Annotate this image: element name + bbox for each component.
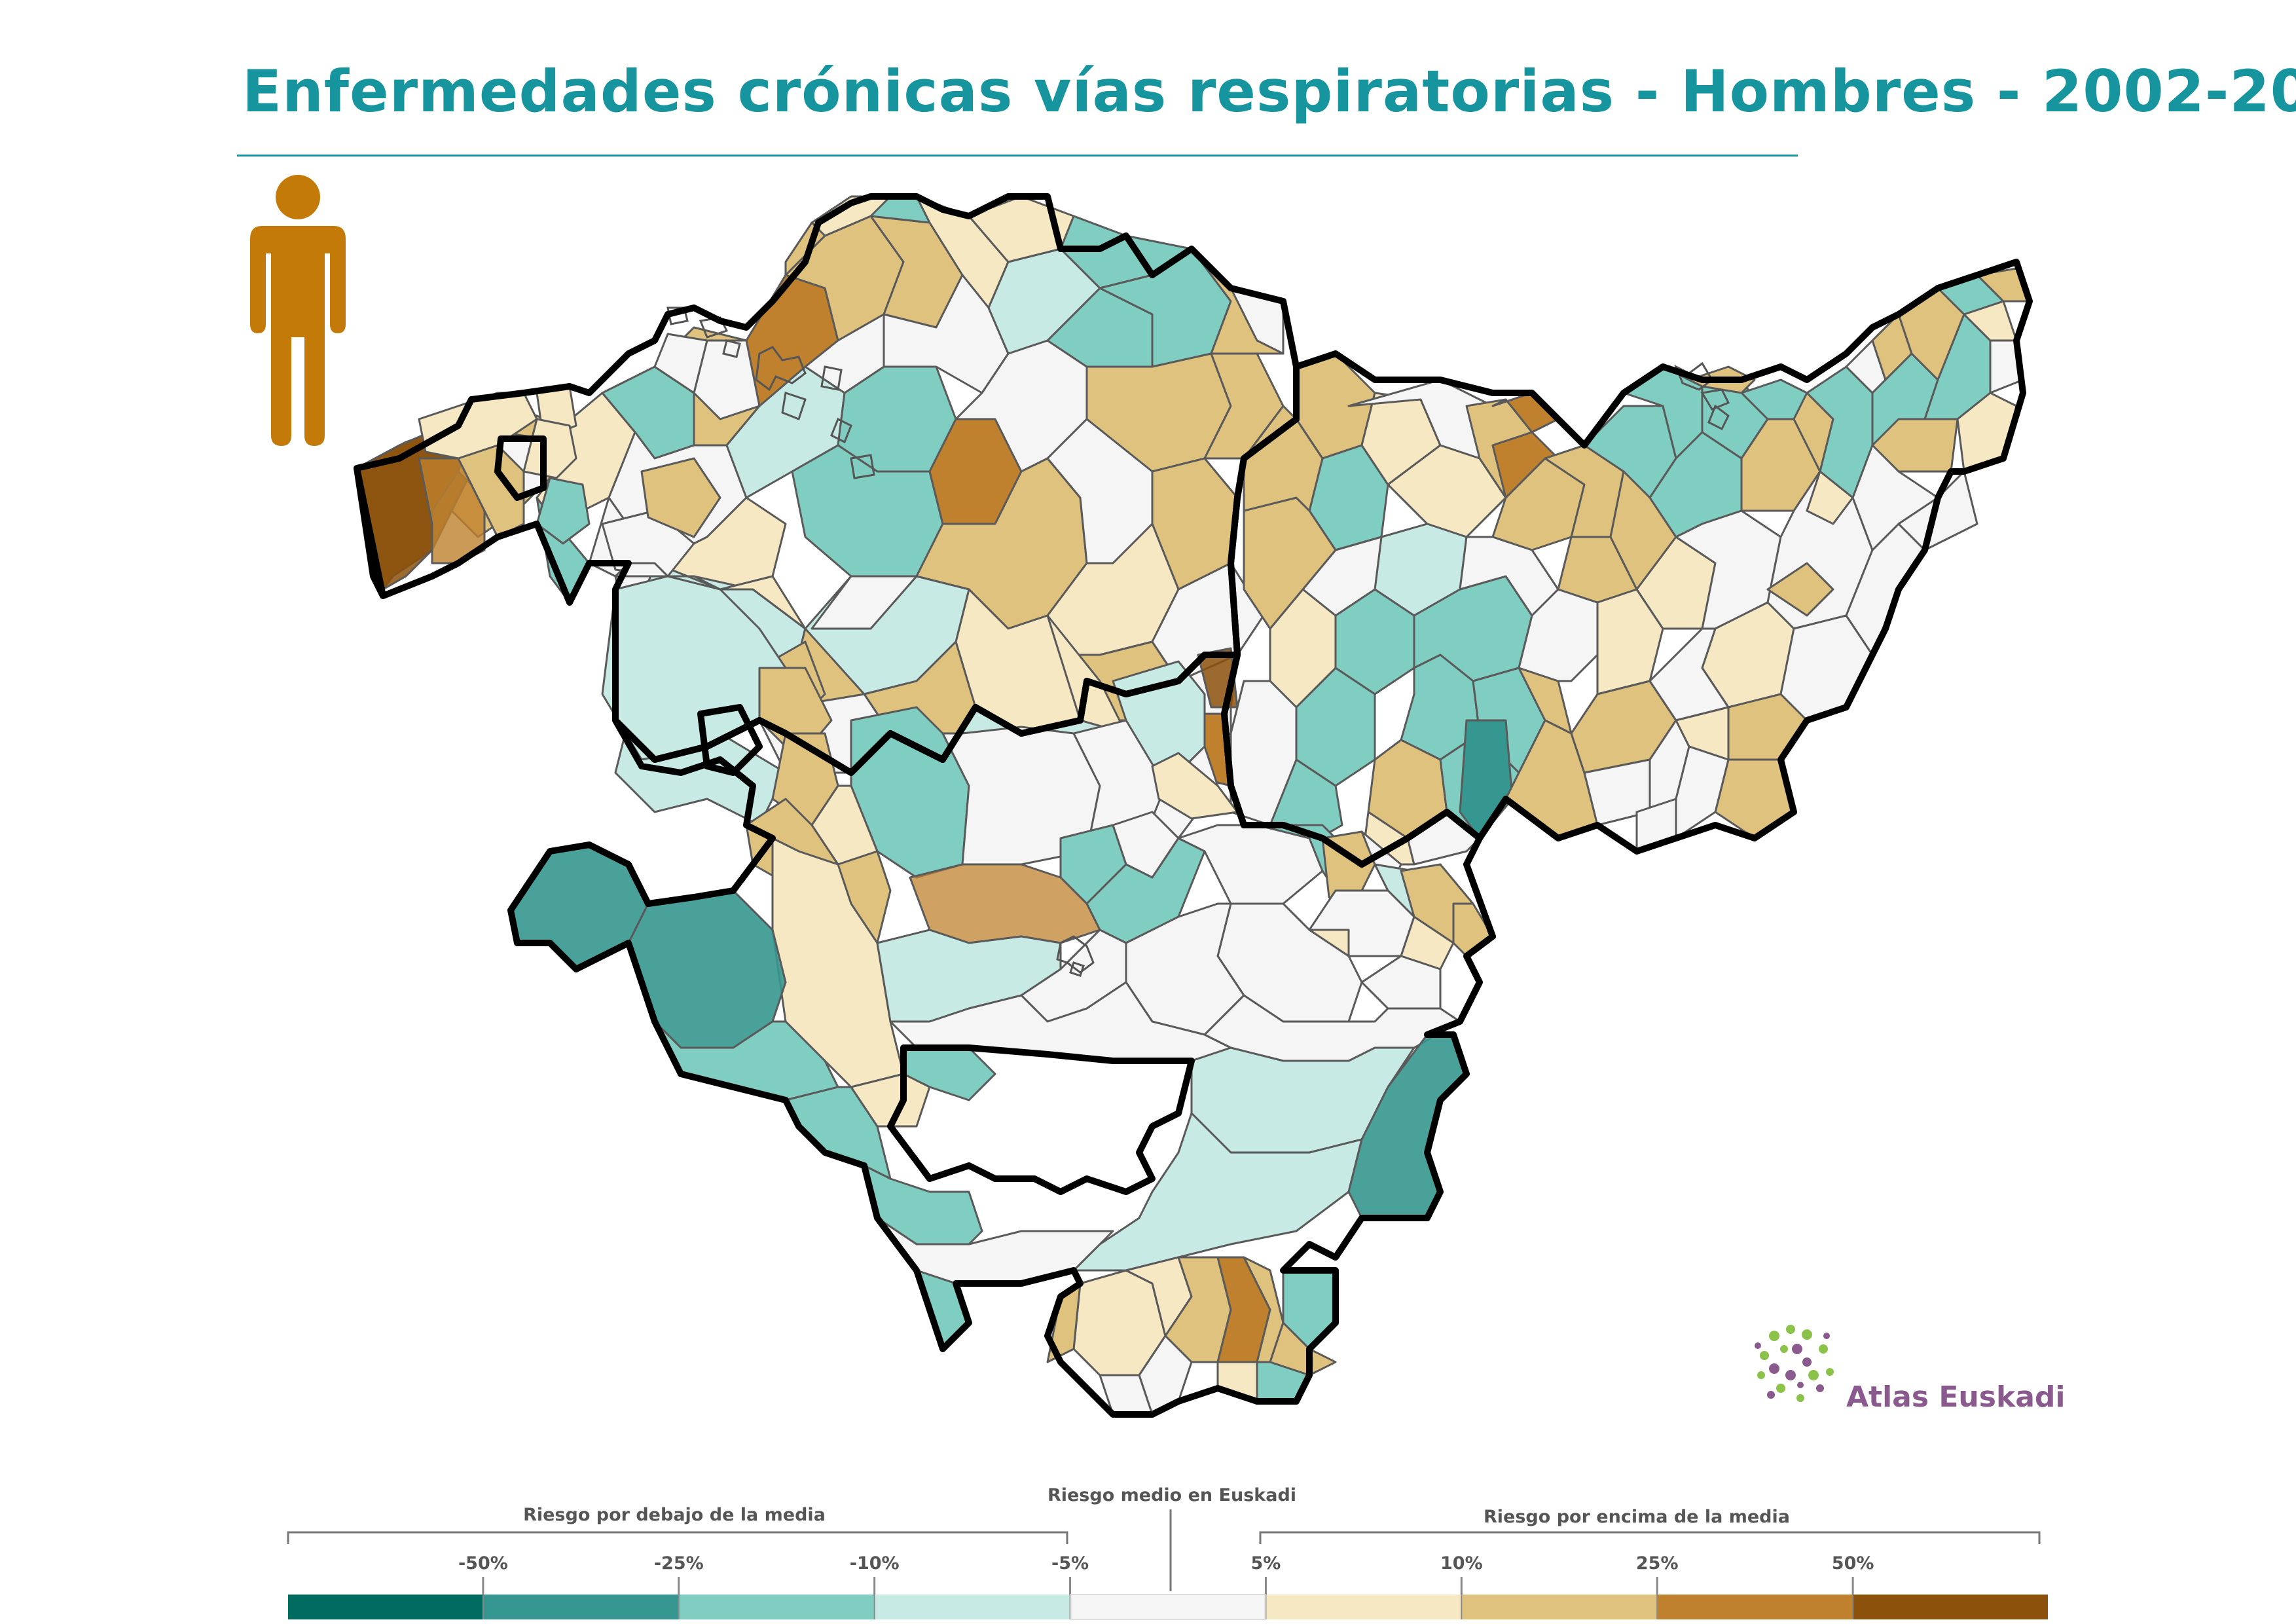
trevino-enclave-border [887, 1044, 1195, 1195]
legend-swatch [1853, 1595, 2048, 1619]
araba-border [507, 652, 1496, 1418]
legend-swatch [1658, 1595, 1853, 1619]
legend-below-label: Riesgo por debajo de la media [523, 1505, 826, 1525]
dotted-globe-icon [1751, 1319, 1837, 1405]
title-underline [237, 155, 1798, 157]
region-area [653, 333, 708, 394]
legend-tick-label: -10% [850, 1553, 900, 1574]
legend-ticks: -50% -25% -10% -5% 5% 10% 25% 50% [458, 1553, 1874, 1619]
legend-tick-label: 50% [1832, 1553, 1874, 1574]
region-area [536, 477, 591, 545]
legend-tick-label: -25% [654, 1553, 704, 1574]
region-area [1269, 1321, 1337, 1376]
legend-above-label: Riesgo por encima de la media [1484, 1507, 1790, 1527]
legend-tick-label: 5% [1251, 1553, 1281, 1574]
region-area [811, 575, 918, 630]
region-area [640, 457, 721, 538]
region-area [811, 195, 892, 237]
legend-swatch [1070, 1594, 1266, 1620]
enkarterri-border [354, 468, 386, 598]
western-enclave-border [494, 435, 547, 501]
logo-text: Atlas Euskadi [1846, 1380, 2066, 1414]
municipality-areas [355, 195, 2031, 1416]
region-area [522, 418, 577, 479]
legend-swatch [1266, 1595, 1461, 1619]
region-area [771, 837, 905, 1088]
male-person-icon [250, 175, 346, 446]
legend-brackets [287, 1509, 2041, 1591]
territory-borders [354, 193, 2033, 1418]
atlas-euskadi-logo [1751, 1319, 1837, 1405]
region-area [1308, 929, 1350, 957]
legend-tick-label: 25% [1636, 1553, 1679, 1574]
legend-tick-label: 10% [1440, 1553, 1483, 1574]
legend-swatch [483, 1595, 678, 1619]
region-area [1766, 562, 1834, 617]
legend-swatch [875, 1595, 1070, 1619]
region-area [1740, 378, 1808, 420]
region-area [1243, 405, 1324, 512]
map-title: Enfermedades crónicas vías respiratorias… [242, 58, 2296, 125]
legend-tick-label: -50% [458, 1553, 508, 1574]
legend-tick-label: -5% [1051, 1553, 1089, 1574]
legend-swatches [288, 1594, 2048, 1620]
legend-swatch [288, 1595, 483, 1619]
legend-swatch [679, 1595, 874, 1619]
legend-swatch [1462, 1595, 1657, 1619]
region-area [1230, 680, 1298, 826]
legend-center-label: Riesgo medio en Euskadi [1048, 1485, 1296, 1505]
orduna-enclave-border [697, 704, 763, 776]
region-area [1806, 470, 1854, 525]
